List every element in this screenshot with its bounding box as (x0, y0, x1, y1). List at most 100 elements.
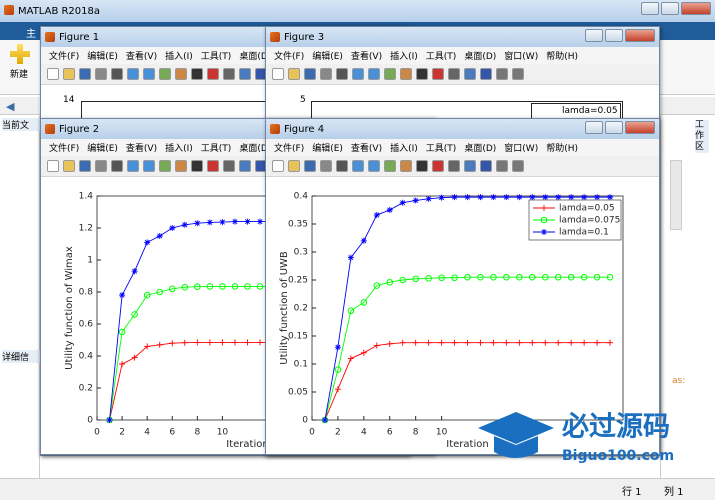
tool-button[interactable] (191, 160, 203, 172)
tool-button[interactable] (111, 160, 123, 172)
tool-button[interactable] (288, 160, 300, 172)
tool-button[interactable] (416, 160, 428, 172)
tool-button[interactable] (304, 160, 316, 172)
window-buttons[interactable] (585, 121, 655, 134)
tool-button[interactable] (352, 160, 364, 172)
tool-button[interactable] (464, 68, 476, 80)
tool-button[interactable] (480, 68, 492, 80)
tool-button[interactable] (239, 68, 251, 80)
window-buttons[interactable] (641, 2, 711, 15)
menu-item[interactable]: 插入(I) (165, 144, 193, 154)
menu-item[interactable]: 编辑(E) (312, 144, 343, 154)
menu-item[interactable]: 文件(F) (274, 52, 305, 62)
menu-item[interactable]: 窗口(W) (504, 52, 539, 62)
tool-button[interactable] (127, 160, 139, 172)
x-tick-label: 6 (387, 428, 393, 438)
menu-item[interactable]: 编辑(E) (87, 144, 118, 154)
scrollbar[interactable] (670, 160, 682, 230)
menu-item[interactable]: 工具(T) (425, 52, 457, 62)
data-point (373, 282, 381, 289)
tool-button[interactable] (63, 160, 75, 172)
tool-button[interactable] (223, 68, 235, 80)
tool-button[interactable] (448, 160, 460, 172)
new-label[interactable]: 新建 (10, 70, 29, 80)
menu-item[interactable]: 文件(F) (49, 52, 80, 62)
back-button[interactable]: ◀ (6, 100, 15, 113)
tool-button[interactable] (384, 68, 396, 80)
tool-button[interactable] (175, 160, 187, 172)
tool-button[interactable] (175, 68, 187, 80)
menu-item[interactable]: 桌面(D) (239, 52, 272, 62)
tool-button[interactable] (320, 160, 332, 172)
tool-button[interactable] (127, 68, 139, 80)
tool-button[interactable] (143, 160, 155, 172)
figure-title-bar: Figure 4 (266, 119, 659, 139)
menu-item[interactable]: 编辑(E) (87, 52, 118, 62)
menu-item[interactable]: 插入(I) (165, 52, 193, 62)
tool-button[interactable] (272, 160, 284, 172)
menu-item[interactable]: 工具(T) (200, 144, 232, 154)
tool-button[interactable] (432, 160, 444, 172)
menu-item[interactable]: 帮助(H) (546, 144, 578, 154)
tool-button[interactable] (79, 160, 91, 172)
tool-button[interactable] (496, 68, 508, 80)
tool-button[interactable] (352, 68, 364, 80)
tool-button[interactable] (159, 68, 171, 80)
tool-button[interactable] (416, 68, 428, 80)
tool-button[interactable] (368, 68, 380, 80)
tool-button[interactable] (223, 160, 235, 172)
menu-item[interactable]: 编辑(E) (312, 52, 343, 62)
menu-item[interactable]: 帮助(H) (546, 52, 578, 62)
tool-button[interactable] (239, 160, 251, 172)
tool-button[interactable] (288, 68, 300, 80)
tool-button[interactable] (400, 68, 412, 80)
tool-button[interactable] (304, 68, 316, 80)
tool-button[interactable] (384, 160, 396, 172)
home-tab[interactable]: 主 (26, 29, 36, 40)
tool-button[interactable] (368, 160, 380, 172)
menu-item[interactable]: 查看(V) (125, 144, 158, 154)
tool-button[interactable] (512, 68, 524, 80)
tool-button[interactable] (47, 68, 59, 80)
tool-button[interactable] (63, 68, 75, 80)
tool-button[interactable] (320, 68, 332, 80)
menu-item[interactable]: 查看(V) (350, 144, 383, 154)
tool-button[interactable] (272, 68, 284, 80)
tool-button[interactable] (95, 68, 107, 80)
tool-button[interactable] (512, 160, 524, 172)
tool-button[interactable] (159, 160, 171, 172)
tool-button[interactable] (191, 68, 203, 80)
menu-item[interactable]: 文件(F) (49, 144, 80, 154)
menu-item[interactable]: 插入(I) (390, 144, 418, 154)
tool-button[interactable] (47, 160, 59, 172)
tool-button[interactable] (143, 68, 155, 80)
menu-item[interactable]: 工具(T) (200, 52, 232, 62)
tool-button[interactable] (448, 68, 460, 80)
tool-button[interactable] (400, 160, 412, 172)
tool-button[interactable] (496, 160, 508, 172)
tool-button[interactable] (111, 68, 123, 80)
tool-button[interactable] (480, 160, 492, 172)
data-point (156, 341, 163, 348)
tool-button[interactable] (432, 68, 444, 80)
menu-item[interactable]: 工具(T) (425, 144, 457, 154)
data-point (244, 283, 251, 290)
tool-button[interactable] (336, 160, 348, 172)
x-tick-label: 6 (169, 428, 175, 438)
tool-button[interactable] (336, 68, 348, 80)
tool-button[interactable] (207, 68, 219, 80)
tool-button[interactable] (464, 160, 476, 172)
tool-button[interactable] (79, 68, 91, 80)
menu-item[interactable]: 桌面(D) (239, 144, 272, 154)
menu-item[interactable]: 文件(F) (274, 144, 305, 154)
menu-item[interactable]: 查看(V) (125, 52, 158, 62)
menu-item[interactable]: 桌面(D) (464, 52, 497, 62)
menu-item[interactable]: 插入(I) (390, 52, 418, 62)
menu-item[interactable]: 桌面(D) (464, 144, 497, 154)
tool-button[interactable] (95, 160, 107, 172)
window-buttons[interactable] (585, 29, 655, 42)
menu-item[interactable]: 窗口(W) (504, 144, 539, 154)
tool-button[interactable] (207, 160, 219, 172)
figure-window[interactable]: Figure 4 文件(F) 编辑(E) 查看(V) 插入(I) 工具(T) 桌面(D) 窗… (265, 118, 660, 455)
menu-item[interactable]: 查看(V) (350, 52, 383, 62)
